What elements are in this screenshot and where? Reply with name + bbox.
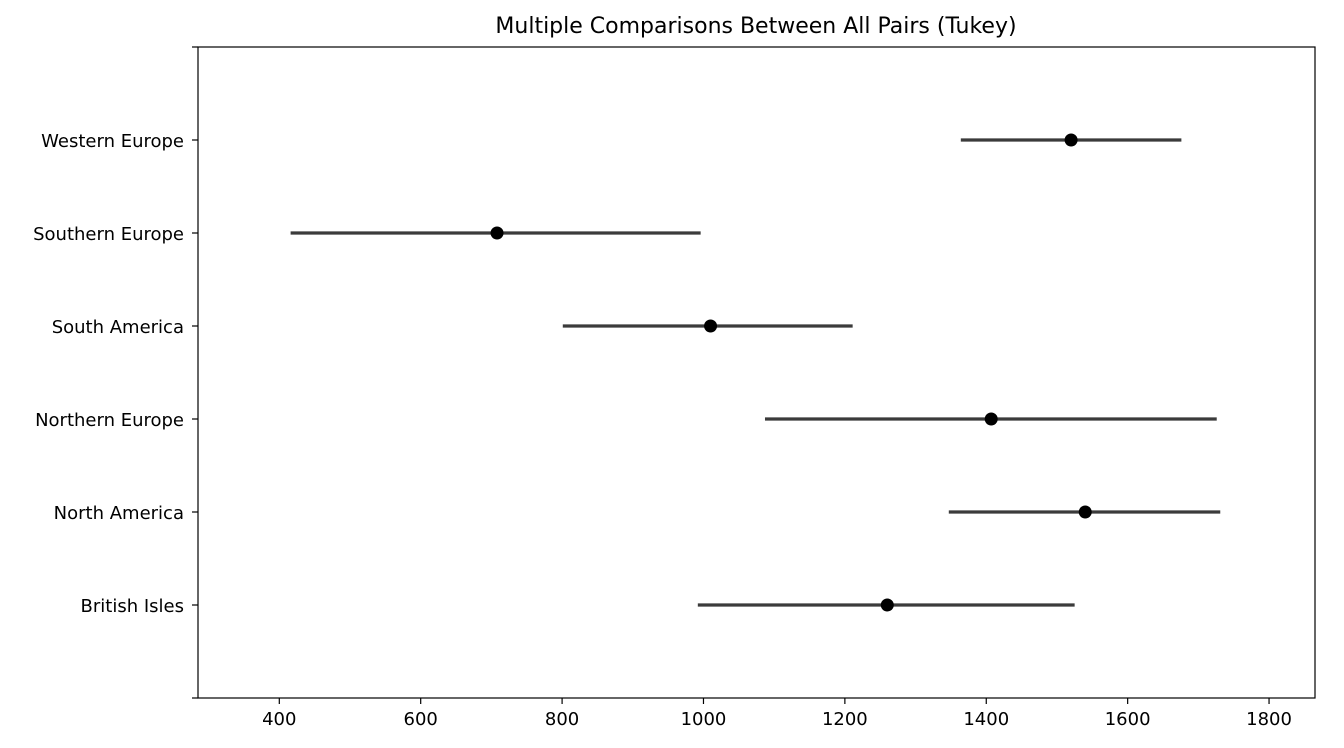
mean-marker [491,227,504,240]
y-axis: Western Europe Southern Europe South Ameri… [33,47,198,698]
y-tick-label: South America [52,317,184,338]
plot-area [291,134,1221,612]
chart-title: Multiple Comparisons Between All Pairs (… [495,14,1016,39]
x-tick-label: 1400 [963,709,1009,730]
x-axis: 400 600 800 1000 1200 1400 1600 1800 [262,698,1292,730]
mean-marker [1065,134,1078,147]
x-tick-label: 400 [262,709,296,730]
mean-marker [985,413,998,426]
x-tick-label: 1200 [822,709,868,730]
y-tick-label: Southern Europe [33,224,184,245]
x-tick-label: 1000 [681,709,727,730]
y-tick-label: British Isles [81,596,184,617]
mean-marker [704,320,717,333]
mean-marker [1079,506,1092,519]
plot-frame [198,47,1315,698]
x-tick-label: 600 [404,709,438,730]
x-tick-label: 1800 [1246,709,1292,730]
x-tick-label: 800 [545,709,579,730]
y-tick-label: North America [54,503,184,524]
y-tick-label: Northern Europe [35,410,184,431]
mean-marker [881,599,894,612]
x-tick-label: 1600 [1105,709,1151,730]
y-tick-label: Western Europe [41,131,184,152]
